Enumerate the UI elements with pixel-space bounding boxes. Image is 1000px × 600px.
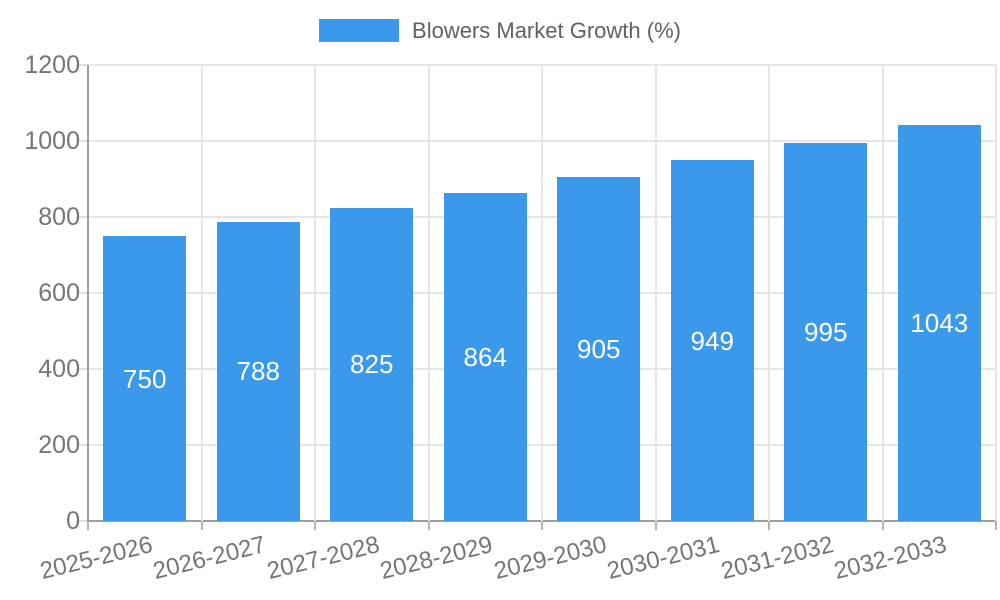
bar: 864 (443, 192, 527, 521)
x-axis-tick (200, 521, 203, 530)
y-axis-tick (79, 140, 88, 142)
v-gridline (314, 65, 316, 521)
v-gridline (541, 65, 543, 521)
y-axis-tick (79, 520, 88, 522)
y-axis-line (87, 65, 89, 521)
bar-value-label: 825 (350, 349, 394, 380)
bar-value-label: 1043 (910, 307, 969, 338)
y-axis-tick (79, 444, 88, 446)
y-tick-label: 1000 (24, 127, 80, 155)
y-tick-label: 200 (38, 431, 80, 459)
x-axis-tick (881, 521, 884, 530)
x-axis-tick (427, 521, 430, 530)
v-gridline (995, 65, 997, 521)
v-gridline (200, 65, 203, 521)
bar: 949 (670, 160, 754, 521)
x-axis-tick (654, 521, 657, 530)
bar-value-label: 788 (236, 356, 280, 387)
bar-value-label: 949 (690, 325, 734, 356)
bar: 825 (330, 207, 414, 521)
bar: 1043 (897, 124, 981, 521)
x-axis-tick (995, 521, 997, 530)
legend-swatch (319, 19, 400, 42)
y-tick-label: 800 (38, 203, 80, 231)
x-axis-tick (314, 521, 316, 530)
y-tick-label: 600 (38, 279, 80, 307)
bar-value-label: 864 (463, 341, 507, 372)
v-gridline (427, 65, 430, 521)
y-tick-label: 0 (66, 507, 80, 535)
bar: 905 (557, 177, 641, 521)
v-gridline (881, 65, 884, 521)
bar: 788 (216, 221, 300, 521)
v-gridline (768, 65, 770, 521)
legend-label: Blowers Market Growth (%) (412, 17, 681, 43)
bar: 750 (103, 236, 187, 521)
x-axis-tick (541, 521, 543, 530)
bar-value-label: 995 (804, 316, 848, 347)
y-axis-tick (79, 368, 88, 370)
v-gridline (654, 65, 657, 521)
y-tick-label: 1200 (24, 51, 80, 79)
y-axis-tick (79, 64, 88, 66)
y-axis-tick (79, 292, 88, 294)
bar-value-label: 750 (123, 363, 167, 394)
y-tick-label: 400 (38, 355, 80, 383)
chart-legend[interactable]: Blowers Market Growth (%) (0, 19, 1000, 42)
y-axis-tick (79, 216, 88, 218)
bar-value-label: 905 (577, 334, 621, 365)
x-axis-tick (768, 521, 770, 530)
bar: 995 (784, 142, 868, 521)
x-axis-tick (87, 521, 89, 530)
